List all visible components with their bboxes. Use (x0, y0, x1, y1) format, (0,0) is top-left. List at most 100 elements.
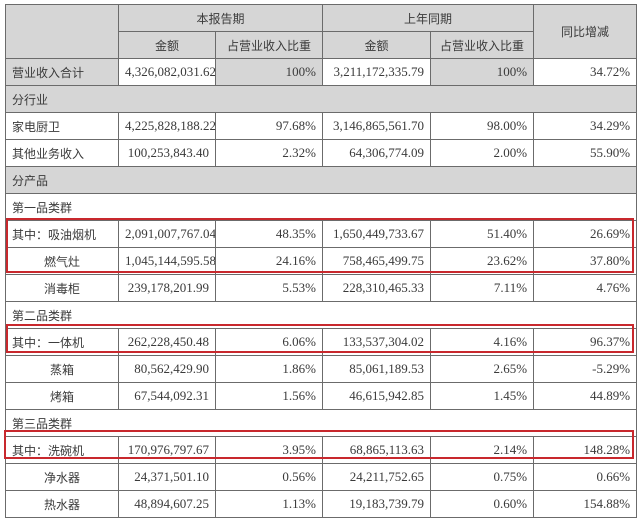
table-row: 家电厨卫 4,225,828,188.22 97.68% 3,146,865,5… (5, 112, 638, 140)
row-label: 其中：一体机 (5, 328, 119, 356)
cur-amount: 67,544,092.31 (118, 382, 216, 410)
cur-amount: 1,045,144,595.58 (118, 247, 216, 275)
prev-share: 4.16% (430, 328, 535, 356)
prev-amount: 228,310,465.33 (322, 274, 432, 302)
table-row: 其他业务收入 100,253,843.40 2.32% 64,306,774.0… (5, 139, 638, 167)
prev-share: 51.40% (430, 220, 535, 248)
yoy: 0.66% (533, 463, 638, 491)
cur-share: 1.56% (214, 382, 324, 410)
header-prior-period: 上年同期 (322, 4, 535, 32)
prev-share: 2.14% (430, 436, 535, 464)
yoy: 4.76% (533, 274, 638, 302)
prev-amount: 68,865,113.63 (322, 436, 432, 464)
header-blank (5, 4, 119, 59)
prev-share: 7.11% (430, 274, 535, 302)
group-row: 第二品类群 (4, 301, 638, 329)
prev-amount: 758,465,499.75 (322, 247, 432, 275)
header-cur-amount: 金额 (118, 31, 216, 59)
prev-share: 2.65% (430, 355, 535, 383)
header-prev-amount: 金额 (322, 31, 432, 59)
cur-share: 2.32% (214, 139, 324, 167)
header-row-1: 本报告期 上年同期 同比增减 (5, 4, 638, 59)
prev-amount: 3,211,172,335.79 (322, 58, 432, 86)
revenue-table: 本报告期 上年同期 同比增减 金额 占营业收入比重 金额 占营业收入比重 营业收… (4, 4, 638, 518)
prev-share: 2.00% (430, 139, 535, 167)
cur-share: 24.16% (214, 247, 324, 275)
yoy: 37.80% (533, 247, 638, 275)
yoy: 55.90% (533, 139, 638, 167)
cur-amount: 239,178,201.99 (118, 274, 216, 302)
yoy: 154.88% (533, 490, 638, 518)
yoy: 34.29% (533, 112, 638, 140)
row-label: 其他业务收入 (5, 139, 119, 167)
row-label: 营业收入合计 (5, 58, 119, 86)
prev-amount: 64,306,774.09 (322, 139, 432, 167)
prev-share: 1.45% (430, 382, 535, 410)
prev-share: 100% (430, 58, 535, 86)
table-row: 烤箱 67,544,092.31 1.56% 46,615,942.85 1.4… (5, 382, 638, 410)
cur-amount: 4,225,828,188.22 (118, 112, 216, 140)
header-prev-share: 占营业收入比重 (430, 31, 535, 59)
prev-amount: 24,211,752.65 (322, 463, 432, 491)
row-label: 燃气灶 (5, 247, 119, 275)
cur-amount: 4,326,082,031.62 (118, 58, 216, 86)
row-label: 其中：洗碗机 (5, 436, 119, 464)
cur-amount: 80,562,429.90 (118, 355, 216, 383)
section-label: 分产品 (4, 166, 638, 194)
cur-amount: 48,894,607.25 (118, 490, 216, 518)
cur-share: 48.35% (214, 220, 324, 248)
cur-amount: 262,228,450.48 (118, 328, 216, 356)
cur-amount: 24,371,501.10 (118, 463, 216, 491)
table-row: 燃气灶 1,045,144,595.58 24.16% 758,465,499.… (5, 247, 638, 275)
table-row: 其中：一体机 262,228,450.48 6.06% 133,537,304.… (5, 328, 638, 356)
row-label: 净水器 (5, 463, 119, 491)
row-label: 消毒柜 (5, 274, 119, 302)
prev-share: 0.75% (430, 463, 535, 491)
group-row: 第一品类群 (4, 193, 638, 221)
yoy: 26.69% (533, 220, 638, 248)
prev-share: 0.60% (430, 490, 535, 518)
cur-share: 97.68% (214, 112, 324, 140)
yoy: 44.89% (533, 382, 638, 410)
row-label: 其中：吸油烟机 (5, 220, 119, 248)
cur-share: 0.56% (214, 463, 324, 491)
prev-amount: 19,183,739.79 (322, 490, 432, 518)
yoy: -5.29% (533, 355, 638, 383)
cur-share: 5.53% (214, 274, 324, 302)
cur-share: 6.06% (214, 328, 324, 356)
prev-amount: 3,146,865,561.70 (322, 112, 432, 140)
table-row: 消毒柜 239,178,201.99 5.53% 228,310,465.33 … (5, 274, 638, 302)
prev-amount: 1,650,449,733.67 (322, 220, 432, 248)
yoy: 148.28% (533, 436, 638, 464)
cur-amount: 100,253,843.40 (118, 139, 216, 167)
prev-amount: 46,615,942.85 (322, 382, 432, 410)
table-row: 蒸箱 80,562,429.90 1.86% 85,061,189.53 2.6… (5, 355, 638, 383)
row-label: 热水器 (5, 490, 119, 518)
header-yoy: 同比增减 (533, 4, 638, 59)
total-row: 营业收入合计 4,326,082,031.62 100% 3,211,172,3… (5, 58, 638, 86)
cur-amount: 2,091,007,767.04 (118, 220, 216, 248)
group-label: 第一品类群 (4, 193, 638, 221)
prev-share: 23.62% (430, 247, 535, 275)
cur-share: 1.13% (214, 490, 324, 518)
group-row: 第三品类群 (4, 409, 638, 437)
prev-share: 98.00% (430, 112, 535, 140)
header-row-2: 金额 占营业收入比重 金额 占营业收入比重 (6, 31, 637, 59)
cur-amount: 170,976,797.67 (118, 436, 216, 464)
row-label: 家电厨卫 (5, 112, 119, 140)
section-label: 分行业 (4, 85, 638, 113)
cur-share: 1.86% (214, 355, 324, 383)
section-row-product: 分产品 (4, 166, 638, 194)
group-label: 第二品类群 (4, 301, 638, 329)
row-label: 烤箱 (5, 382, 119, 410)
header-current-period: 本报告期 (117, 4, 324, 32)
prev-amount: 133,537,304.02 (322, 328, 432, 356)
row-label: 蒸箱 (5, 355, 119, 383)
cur-share: 3.95% (214, 436, 324, 464)
yoy: 34.72% (533, 58, 638, 86)
cur-share: 100% (214, 58, 324, 86)
table-row: 热水器 48,894,607.25 1.13% 19,183,739.79 0.… (5, 490, 638, 518)
yoy: 96.37% (533, 328, 638, 356)
table-row: 净水器 24,371,501.10 0.56% 24,211,752.65 0.… (5, 463, 638, 491)
table-row: 其中：洗碗机 170,976,797.67 3.95% 68,865,113.6… (5, 436, 638, 464)
